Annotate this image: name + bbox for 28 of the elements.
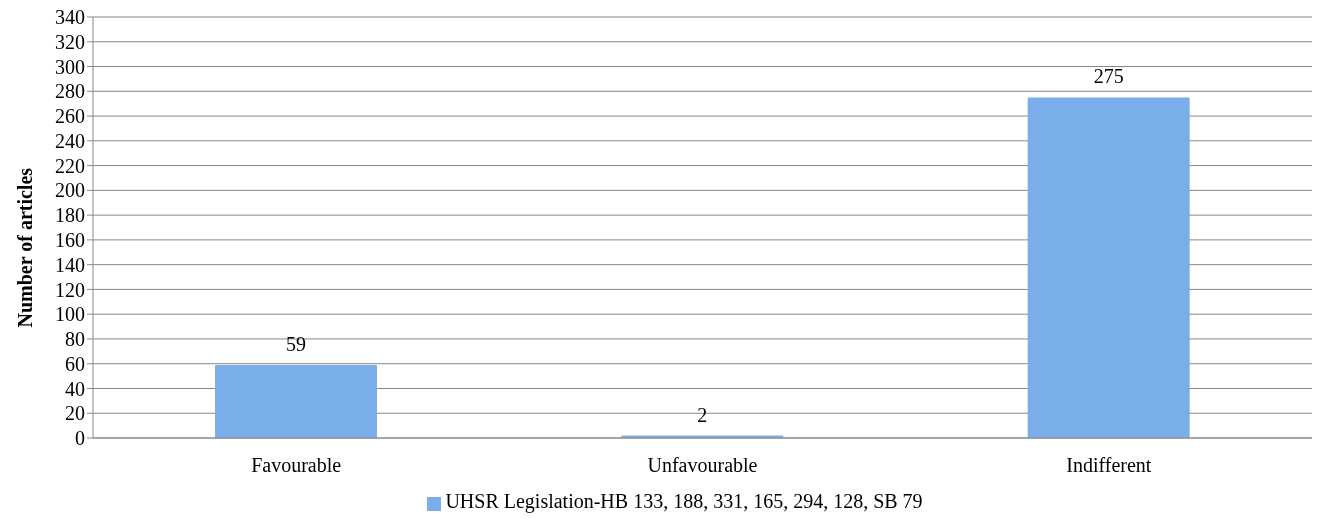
- y-tick-label: 320: [55, 30, 85, 53]
- bar: [215, 364, 377, 438]
- data-label: 2: [697, 403, 708, 426]
- y-tick-label: 40: [65, 377, 85, 400]
- y-tick-label: 0: [75, 427, 85, 450]
- y-tick-label: 20: [65, 402, 85, 425]
- y-tick-label: 160: [55, 228, 85, 251]
- x-tick-label: Unfavourable: [647, 454, 758, 477]
- y-axis-title: Number of articles: [14, 167, 37, 328]
- y-tick-label: 240: [55, 129, 85, 152]
- y-tick-label: 180: [55, 204, 85, 227]
- y-tick-label: 60: [65, 352, 85, 375]
- y-tick-label: 280: [55, 80, 85, 103]
- y-tick-label: 300: [55, 55, 85, 78]
- x-tick-label: Indifferent: [1066, 454, 1152, 477]
- y-tick-label: 120: [55, 278, 85, 301]
- y-tick-label: 340: [55, 6, 85, 29]
- data-label: 275: [1093, 65, 1124, 88]
- y-tick-label: 80: [65, 328, 85, 351]
- y-tick-label: 220: [55, 154, 85, 177]
- y-tick-label: 260: [55, 105, 85, 128]
- data-label: 59: [286, 332, 306, 355]
- y-tick-label: 100: [55, 303, 85, 326]
- bar: [1027, 97, 1190, 438]
- y-tick-label: 140: [55, 253, 85, 276]
- y-tick-label: 200: [55, 179, 85, 202]
- x-tick-label: Favourable: [251, 454, 342, 477]
- legend-label: UHSR Legislation-HB 133, 188, 331, 165, 294, 128, SB 79: [445, 490, 923, 512]
